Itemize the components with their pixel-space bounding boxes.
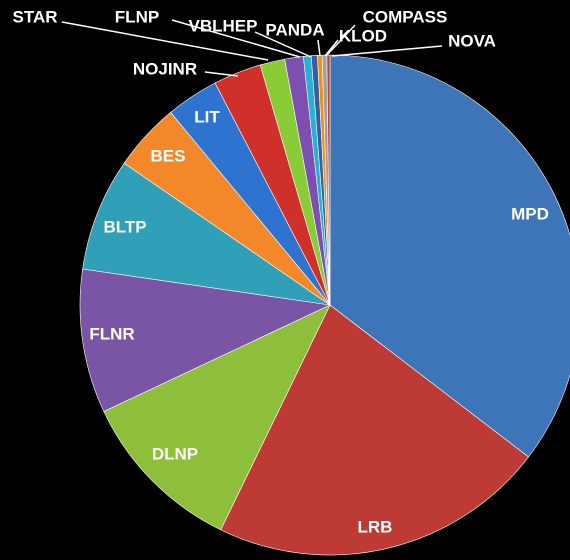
slice-label: FLNP bbox=[115, 7, 159, 26]
slice-label: FLNR bbox=[89, 324, 134, 343]
slice-label: KLOD bbox=[339, 26, 387, 45]
slice-label: NOVA bbox=[448, 31, 496, 50]
slice-label: COMPASS bbox=[363, 7, 448, 26]
pie-slice bbox=[82, 162, 331, 306]
leader-line bbox=[324, 39, 339, 57]
leader-line bbox=[61, 21, 269, 61]
leader-line bbox=[331, 45, 443, 57]
slice-label: MPD bbox=[511, 204, 549, 223]
slice-label: PANDA bbox=[265, 20, 324, 39]
slice-label: NOJINR bbox=[133, 59, 197, 78]
slice-label: VBLHEP bbox=[189, 16, 258, 35]
leader-line bbox=[254, 31, 312, 58]
slice-label: LIT bbox=[194, 107, 220, 126]
leader-line bbox=[317, 39, 321, 57]
leader-line bbox=[171, 19, 301, 58]
slice-label: LRB bbox=[358, 517, 393, 536]
slice-label: STAR bbox=[12, 7, 57, 26]
pie-slice bbox=[220, 304, 529, 556]
slice-label: DLNP bbox=[152, 444, 198, 463]
pie-slice bbox=[329, 54, 570, 458]
leader-line bbox=[204, 71, 239, 77]
slice-label: BLTP bbox=[103, 217, 146, 236]
pie-slice bbox=[326, 54, 331, 306]
leader-line bbox=[326, 24, 356, 56]
pie-slice bbox=[103, 304, 331, 531]
slice-label: BES bbox=[151, 146, 186, 165]
pie-slice bbox=[79, 268, 332, 412]
